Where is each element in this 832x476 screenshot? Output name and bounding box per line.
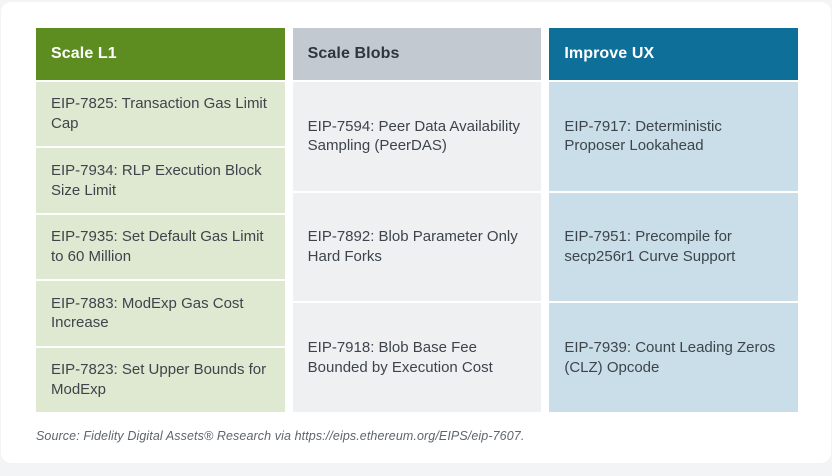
eip-cell-7883: EIP-7883: ModExp Gas Cost Increase — [36, 281, 285, 346]
column-header-improve-ux: Improve UX — [549, 28, 798, 80]
eip-cell-7825: EIP-7825: Transaction Gas Limit Cap — [36, 82, 285, 147]
eip-cell-7892: EIP-7892: Blob Parameter Only Hard Forks — [292, 192, 542, 302]
column-scale-blobs: Scale Blobs EIP-7594: Peer Data Availabi… — [292, 28, 542, 413]
eip-cell-7594: EIP-7594: Peer Data Availability Samplin… — [292, 82, 542, 191]
eip-cell-7939: EIP-7939: Count Leading Zeros (CLZ) Opco… — [549, 303, 798, 413]
column-header-scale-l1: Scale L1 — [36, 28, 285, 80]
eip-cell-7951: EIP-7951: Precompile for secp256r1 Curve… — [549, 192, 798, 302]
eip-cell-7823: EIP-7823: Set Upper Bounds for ModExp — [36, 347, 285, 413]
column-header-scale-blobs: Scale Blobs — [292, 28, 542, 80]
eip-cell-7934: EIP-7934: RLP Execution Block Size Limit — [36, 148, 285, 213]
infographic-card: Scale L1 EIP-7825: Transaction Gas Limit… — [1, 2, 831, 463]
source-note: Source: Fidelity Digital Assets® Researc… — [36, 429, 525, 443]
eip-cell-7935: EIP-7935: Set Default Gas Limit to 60 Mi… — [36, 214, 285, 280]
eip-cell-7917: EIP-7917: Deterministic Proposer Lookahe… — [549, 82, 798, 191]
column-improve-ux: Improve UX EIP-7917: Deterministic Propo… — [549, 28, 798, 413]
eip-category-table: Scale L1 EIP-7825: Transaction Gas Limit… — [36, 28, 798, 413]
column-scale-l1: Scale L1 EIP-7825: Transaction Gas Limit… — [36, 28, 285, 413]
eip-cell-7918: EIP-7918: Blob Base Fee Bounded by Execu… — [292, 303, 542, 413]
